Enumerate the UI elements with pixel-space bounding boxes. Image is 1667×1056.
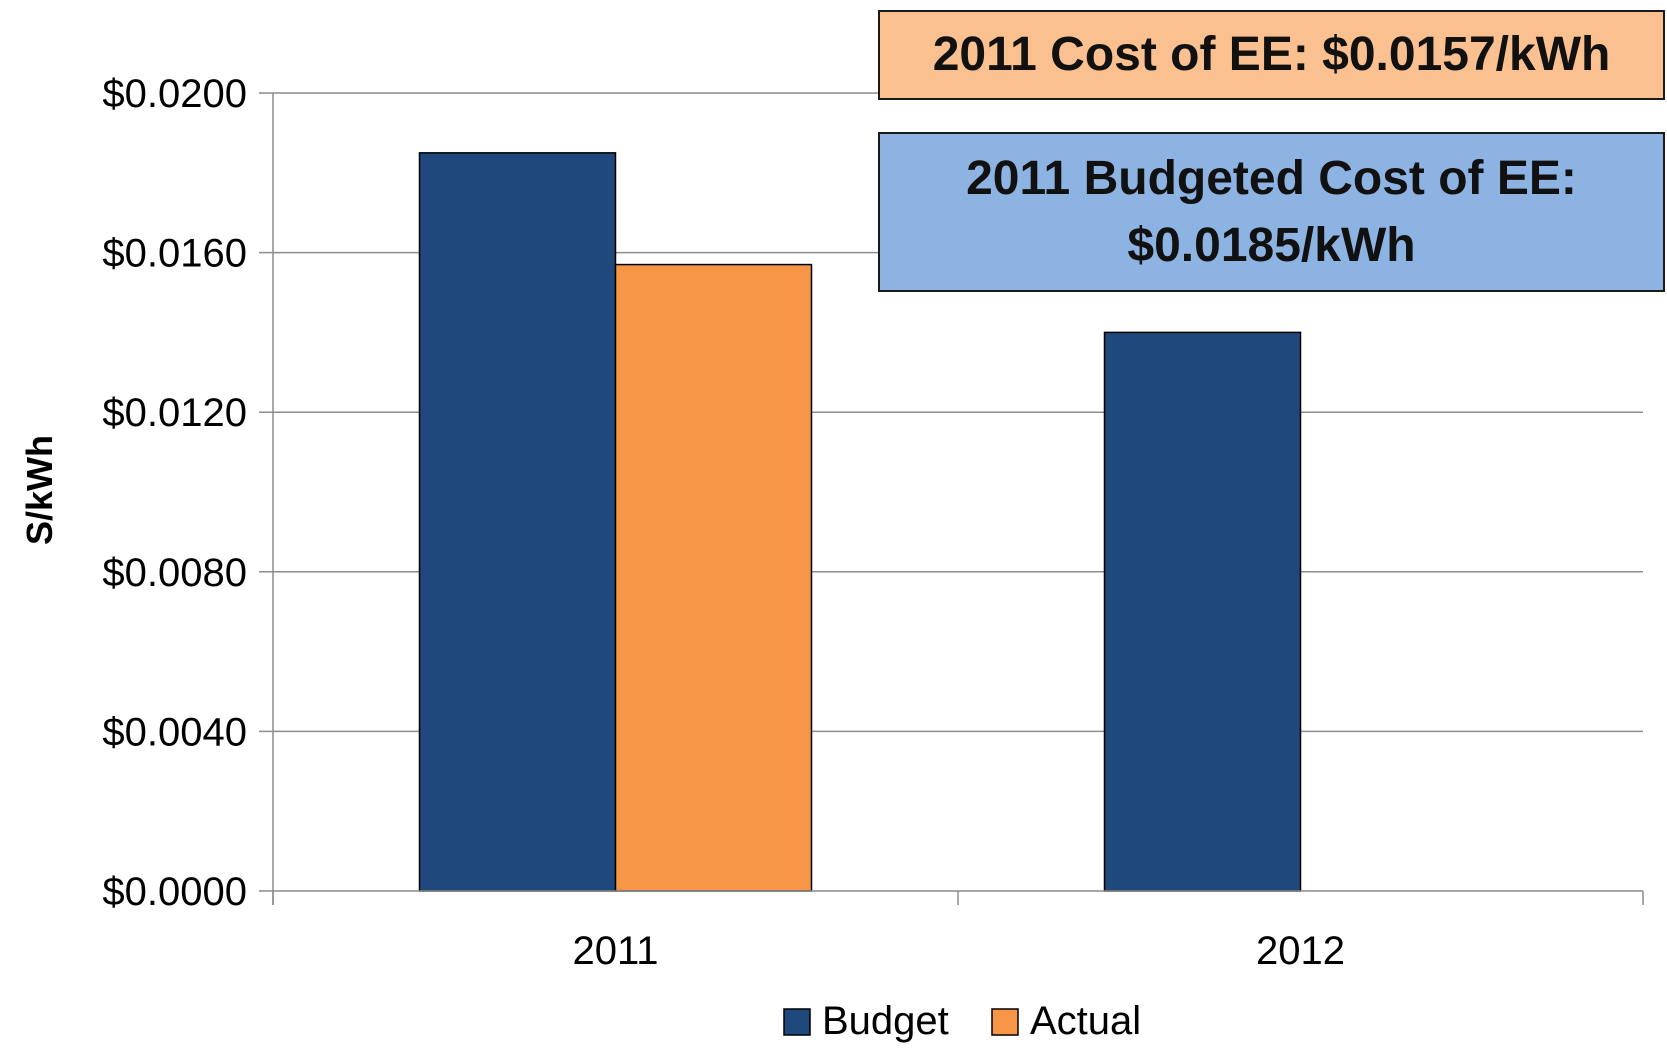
budgeted-cost-callout-line-2: $0.0185/kWh	[1127, 219, 1416, 272]
x-tick-label: 2011	[572, 929, 658, 973]
budgeted-cost-callout: 2011 Budgeted Cost of EE: $0.0185/kWh	[878, 132, 1665, 292]
bars	[418, 152, 1302, 892]
y-tick-label: $0.0160	[102, 232, 247, 276]
bar-budget-2011	[418, 152, 617, 892]
bar-actual-2011	[614, 263, 813, 892]
legend-swatch-actual	[991, 1008, 1019, 1036]
bar-budget-2012	[1103, 331, 1302, 892]
x-tick-label: 2012	[1256, 929, 1345, 973]
legend-label-actual: Actual	[1030, 999, 1141, 1043]
actual-cost-callout: 2011 Cost of EE: $0.0157/kWh	[878, 10, 1665, 100]
x-tick-labels: 2011 2012	[572, 929, 1345, 973]
axes	[259, 92, 1644, 905]
budgeted-cost-callout-line-1: 2011 Budgeted Cost of EE:	[966, 151, 1577, 205]
y-tick-label: $0.0120	[102, 391, 247, 435]
y-tick-label: $0.0040	[102, 710, 247, 754]
y-tick-label: $0.0080	[102, 551, 247, 595]
y-tick-label: $0.0000	[102, 870, 247, 914]
y-tick-label: $0.0200	[102, 72, 247, 116]
actual-cost-callout-text: 2011 Cost of EE: $0.0157/kWh	[932, 27, 1611, 81]
legend: Budget Actual	[783, 999, 1141, 1043]
legend-swatch-budget	[783, 1008, 811, 1036]
y-tick-labels: $0.0000 $0.0040 $0.0080 $0.0120 $0.0160 $0.02…	[102, 72, 247, 914]
legend-label-budget: Budget	[822, 999, 949, 1043]
y-axis-label: S/kWh	[19, 435, 60, 545]
